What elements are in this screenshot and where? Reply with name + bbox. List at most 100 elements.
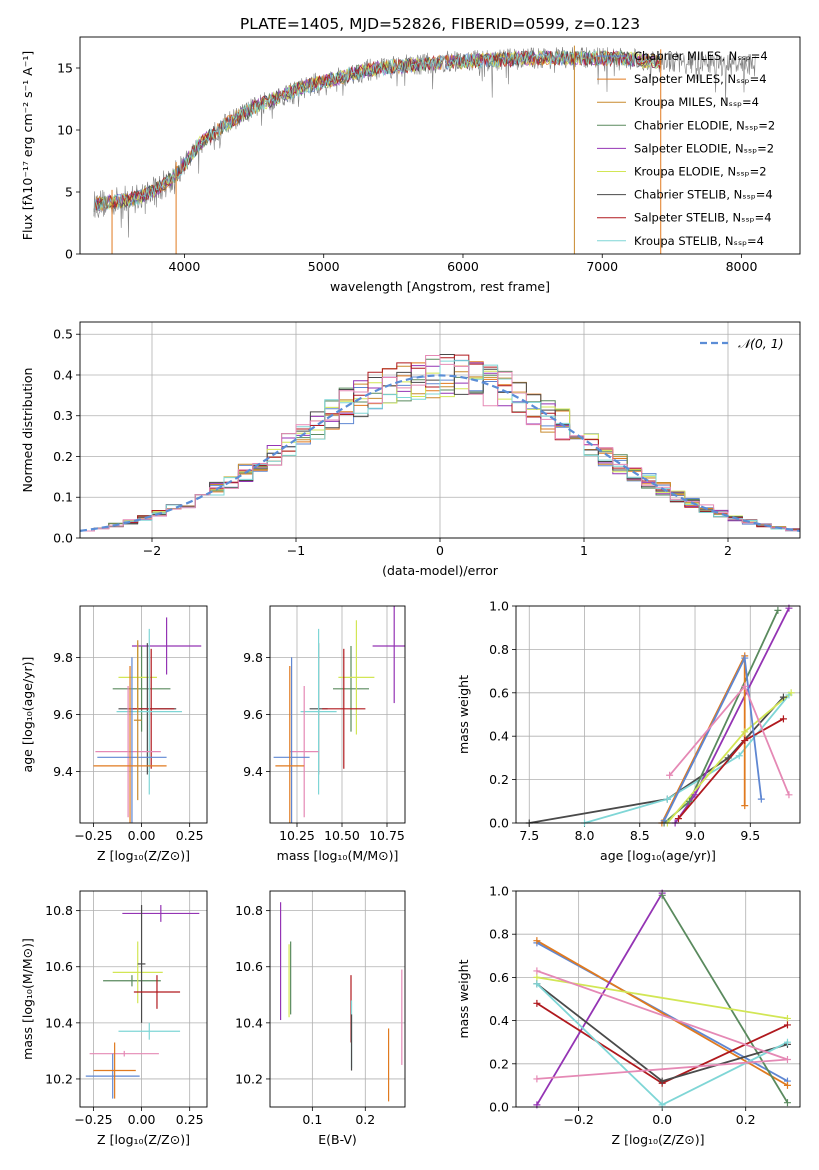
x-tick-label: 0.2 (355, 1112, 375, 1127)
y-tick-label: 0.0 (53, 531, 73, 546)
weight-series (536, 939, 788, 1087)
x-tick-label: 4000 (169, 259, 201, 274)
legend-entry: Kroupa STELIB, Nₛₛₚ=4 (634, 234, 764, 248)
y-axis-label: Normed distribution (20, 368, 35, 493)
y-tick-label: 0.1 (53, 490, 73, 505)
axes-frame (515, 605, 801, 824)
weight-marker (787, 689, 795, 697)
x-tick-label: 10.25 (279, 828, 315, 843)
y-tick-label: 15 (57, 61, 73, 76)
y-tick-label: 10.8 (45, 903, 73, 918)
chart-mass-weight-vs-age: 7.5 8.0 8.5 9.0 9.5 0.0 0.2 0.4 0.6 0.8 1.0 age [lo… (456, 599, 801, 863)
legend: Chabrier MILES, Nₛₛₚ=4 Salpeter MILES, Nₛ… (597, 49, 775, 248)
x-tick-label: 9.0 (685, 828, 705, 843)
y-tick-label: 10.2 (45, 1071, 73, 1086)
x-axis-label: wavelength [Angstrom, rest frame] (330, 279, 550, 294)
x-axis-label: age [log₁₀(age/yr)] (600, 848, 716, 863)
weight-marker (774, 606, 782, 614)
x-tick-label: 0.0 (652, 1112, 672, 1127)
y-tick-label: 1.0 (489, 884, 509, 899)
weight-marker (685, 797, 693, 805)
x-axis-label: (data-model)/error (382, 563, 499, 578)
weight-marker (533, 967, 541, 975)
chart-mass-vs-ebv: 0.1 0.2 10.2 10.4 10.6 10.8 E(B-V) (235, 890, 406, 1147)
y-tick-label: 0.2 (53, 449, 73, 464)
y-tick-label: 9.6 (53, 707, 73, 722)
x-tick-label: 0.2 (736, 1112, 756, 1127)
legend-entry: Kroupa ELODIE, Nₛₛₚ=2 (634, 165, 767, 179)
weight-marker (741, 654, 749, 662)
weight-marker (741, 802, 749, 810)
y-tick-label: 0.6 (489, 685, 509, 700)
weight-marker (783, 1038, 791, 1046)
axes-frame (79, 321, 801, 539)
weight-marker (658, 1077, 666, 1085)
y-tick-label: 0.4 (489, 729, 509, 744)
y-axis-label: mass [log₁₀(M/M⊙)] (20, 938, 35, 1060)
x-tick-label: −1 (287, 543, 305, 558)
x-tick-label: 0.00 (128, 828, 156, 843)
y-tick-label: 0.8 (489, 642, 509, 657)
weight-series (536, 892, 663, 1106)
weight-marker (674, 815, 682, 823)
weight-marker (783, 1014, 791, 1022)
x-tick-label: 0 (436, 543, 444, 558)
x-tick-label: 7.5 (519, 828, 539, 843)
axes-frame (79, 36, 801, 255)
plot-area (279, 902, 403, 1102)
weight-marker (666, 771, 674, 779)
y-tick-label: 9.4 (243, 764, 263, 779)
y-tick-label: 9.6 (243, 707, 263, 722)
model-spectrum (93, 50, 662, 212)
x-tick-label: 0.00 (128, 1112, 156, 1127)
weight-series (668, 684, 790, 796)
x-tick-label: 8000 (726, 259, 758, 274)
weight-series (529, 696, 785, 823)
x-tick-label: −0.2 (563, 1112, 593, 1127)
x-tick-label: 8.5 (630, 828, 650, 843)
x-axis-label: Z [log₁₀(Z/Z⊙)] (612, 1132, 705, 1147)
plot-area (93, 617, 202, 823)
weight-marker (783, 1055, 791, 1063)
legend-entry: Kroupa MILES, Nₛₛₚ=4 (634, 95, 759, 109)
plot-area (93, 45, 756, 254)
x-tick-label: −0.25 (74, 828, 112, 843)
x-axis-label: Z [log₁₀(Z/Z⊙)] (97, 848, 190, 863)
x-tick-label: −2 (143, 543, 161, 558)
weight-marker (533, 973, 541, 981)
figure-title: PLATE=1405, MJD=52826, FIBERID=0599, z=0… (240, 15, 640, 33)
chart-age-vs-z: −0.25 0.00 0.25 9.4 9.6 9.8 Z [log₁₀(Z/Z⊙)] age… (20, 605, 208, 863)
weight-marker (533, 937, 541, 945)
y-tick-label: 5 (65, 185, 73, 200)
x-tick-label: 6000 (447, 259, 479, 274)
weight-series (677, 718, 784, 820)
weight-series (661, 894, 789, 1104)
weight-marker (779, 715, 787, 723)
weight-marker (691, 791, 699, 799)
y-tick-label: 0.0 (489, 1100, 509, 1115)
x-tick-label: 9.5 (740, 828, 760, 843)
y-tick-label: 9.4 (53, 764, 73, 779)
y-tick-label: 9.8 (53, 650, 73, 665)
y-tick-label: 10.4 (235, 1015, 263, 1030)
x-tick-label: 8.0 (575, 828, 595, 843)
x-tick-label: 0.25 (176, 828, 204, 843)
chart-residuals: −2 −1 0 1 2 0.0 0.1 0.2 0.3 0.4 0.5 (data-model)/er… (20, 321, 801, 578)
y-tick-label: 0.3 (53, 408, 73, 423)
weight-marker (779, 693, 787, 701)
weight-marker (741, 737, 749, 745)
y-tick-label: 9.8 (243, 650, 263, 665)
legend-entry: Chabrier MILES, Nₛₛₚ=4 (634, 49, 768, 63)
y-tick-label: 10.6 (45, 959, 73, 974)
x-axis-label: E(B-V) (318, 1132, 357, 1147)
weight-marker (783, 1099, 791, 1107)
chart-spectrum: 4000 5000 6000 7000 8000 0 5 10 15 wavelength [An… (20, 36, 801, 294)
y-axis-label: mass weight (456, 675, 471, 754)
legend-entry: Salpeter STELIB, Nₛₛₚ=4 (634, 211, 772, 225)
y-axis-label: Flux [fλ10⁻¹⁷ erg cm⁻² s⁻¹ A⁻¹] (20, 51, 35, 240)
weight-series (661, 655, 746, 823)
plot-area (273, 606, 405, 823)
weight-marker (533, 999, 541, 1007)
plot-area (529, 607, 792, 823)
